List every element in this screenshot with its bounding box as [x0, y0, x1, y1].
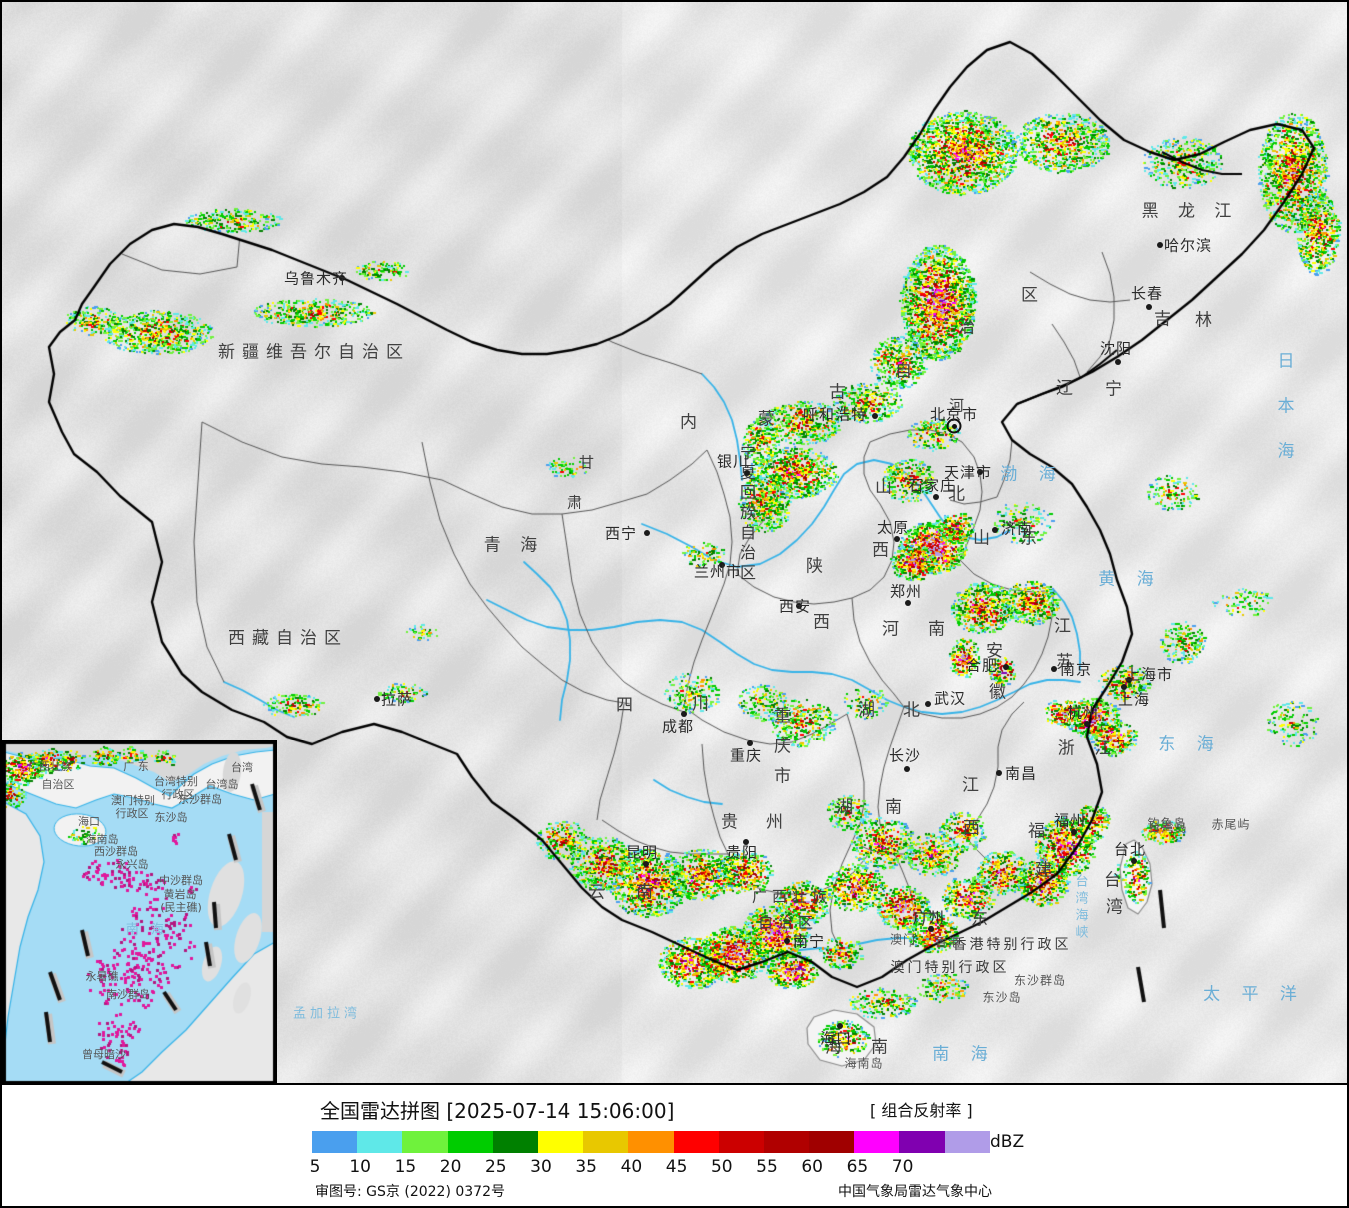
- city-marker-28: [928, 926, 934, 932]
- colorbar-segment-60: [809, 1131, 854, 1153]
- colorbar-segment-35: [583, 1131, 628, 1153]
- city-marker-3: [719, 562, 725, 568]
- city-marker-2: [644, 530, 650, 536]
- colorbar-segment-75: [945, 1131, 990, 1153]
- city-marker-11: [905, 600, 911, 606]
- city-marker-32: [1115, 359, 1121, 365]
- review-number: 审图号: GS京 (2022) 0372号: [315, 1181, 505, 1201]
- legend-panel: 全国雷达拼图 [2025-07-14 15:06:00] [ 组合反射率 ] d…: [0, 1085, 1349, 1208]
- colorbar-segment-20: [448, 1131, 493, 1153]
- city-marker-4: [744, 470, 750, 476]
- colorbar-segment-5: [312, 1131, 357, 1153]
- city-marker-18: [996, 770, 1002, 776]
- south-china-sea-inset[interactable]: 广西壮族 自治区广 东台湾 台湾特别 行政区 台湾岛 澳门特别 行政区 东沙群岛 东沙岛 海口 海南…: [2, 740, 277, 1085]
- city-marker-15: [1126, 677, 1132, 683]
- city-marker-24: [747, 740, 753, 746]
- tick-15: 15: [395, 1157, 417, 1177]
- tick-25: 25: [485, 1157, 507, 1177]
- radar-map-page: 新疆维吾尔自治区 西藏自治区青 海甘肃内蒙古自治区宁夏回族自治区黑 龙 江吉林辽宁…: [0, 0, 1349, 1208]
- tick-30: 30: [530, 1157, 552, 1177]
- city-marker-29: [837, 1023, 843, 1029]
- colorbar-tick-labels: 5 10 15 20 25 30 35 40 45 50 55 60 65 70: [2, 1157, 1347, 1179]
- tick-40: 40: [621, 1157, 643, 1177]
- tick-10: 10: [349, 1157, 371, 1177]
- city-marker-9: [894, 536, 900, 542]
- city-marker-0: [339, 275, 345, 281]
- colorbar-segment-15: [402, 1131, 447, 1153]
- colorbar-segment-70: [899, 1131, 944, 1153]
- city-marker-20: [1131, 858, 1137, 864]
- tick-65: 65: [847, 1157, 869, 1177]
- colorbar-segment-50: [719, 1131, 764, 1153]
- tick-50: 50: [711, 1157, 733, 1177]
- colorbar-segment-10: [357, 1131, 402, 1153]
- colorbar-segment-45: [674, 1131, 719, 1153]
- city-marker-14: [1051, 666, 1057, 672]
- colorbar-segment-30: [538, 1131, 583, 1153]
- colorbar-segment-25: [493, 1131, 538, 1153]
- map-panel[interactable]: 新疆维吾尔自治区 西藏自治区青 海甘肃内蒙古自治区宁夏回族自治区黑 龙 江吉林辽宁…: [0, 0, 1349, 1085]
- tick-5: 5: [310, 1157, 321, 1177]
- city-marker-6: [947, 419, 962, 434]
- city-marker-31: [1146, 304, 1152, 310]
- tick-60: 60: [801, 1157, 823, 1177]
- city-marker-26: [643, 861, 649, 867]
- city-marker-30: [1157, 242, 1163, 248]
- city-marker-23: [681, 711, 687, 717]
- tick-35: 35: [575, 1157, 597, 1177]
- colorbar-segment-40: [628, 1131, 673, 1153]
- tick-70: 70: [892, 1157, 914, 1177]
- colorbar-segment-55: [764, 1131, 809, 1153]
- city-marker-10: [992, 527, 998, 533]
- city-marker-17: [1084, 721, 1090, 727]
- city-marker-13: [1003, 664, 1009, 670]
- page-title: 全国雷达拼图 [2025-07-14 15:06:00]: [320, 1095, 674, 1124]
- inset-radar-canvas: [4, 742, 275, 1083]
- city-marker-25: [743, 839, 749, 845]
- city-marker-7: [977, 469, 983, 475]
- tick-20: 20: [440, 1157, 462, 1177]
- city-marker-19: [1071, 829, 1077, 835]
- city-marker-16: [1121, 684, 1127, 690]
- city-marker-22: [904, 766, 910, 772]
- title-row: 全国雷达拼图 [2025-07-14 15:06:00] [ 组合反射率 ]: [2, 1095, 1347, 1119]
- city-marker-5: [872, 413, 878, 419]
- tick-55: 55: [756, 1157, 778, 1177]
- dbz-colorbar: [312, 1131, 990, 1153]
- dbz-unit-label: dBZ: [990, 1132, 1024, 1152]
- colorbar-segment-65: [854, 1131, 899, 1153]
- city-marker-12: [796, 603, 802, 609]
- city-marker-8: [933, 494, 939, 500]
- city-marker-1: [374, 696, 380, 702]
- city-marker-27: [784, 938, 790, 944]
- tick-45: 45: [666, 1157, 688, 1177]
- product-type-label: [ 组合反射率 ]: [870, 1097, 973, 1121]
- agency-name: 中国气象局雷达气象中心: [838, 1181, 992, 1201]
- city-marker-21: [925, 701, 931, 707]
